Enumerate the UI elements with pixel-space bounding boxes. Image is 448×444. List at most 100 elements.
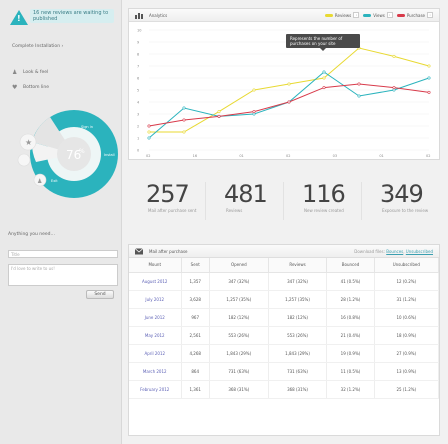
- alert-text: 16 new reviews are waiting to published: [30, 9, 114, 23]
- bounces-link[interactable]: Bounces: [386, 249, 404, 254]
- data-point[interactable]: [147, 130, 151, 134]
- data-point[interactable]: [392, 86, 396, 90]
- analytics-panel: Analytics Reviews i Views i Purchase i 0…: [128, 8, 440, 160]
- table-header-row: Mount Sent Opened Reviews Bounced Unsubscribe…: [129, 258, 440, 273]
- reviews-toggle-box[interactable]: i: [353, 12, 360, 18]
- table-header: Mail after purchase Download files: Boun…: [129, 245, 439, 258]
- table-body: August 2012 1,357 347 (32%) 347 (32%) 41 (0.…: [129, 272, 440, 399]
- data-point[interactable]: [147, 124, 151, 128]
- legend-item-views[interactable]: Views i: [363, 12, 393, 18]
- data-point[interactable]: [252, 110, 256, 114]
- table-cell: 182 (12%): [209, 308, 269, 327]
- data-point[interactable]: [252, 112, 256, 116]
- send-button[interactable]: Send: [86, 290, 114, 299]
- table-row[interactable]: February 2012 1,361 368 (31%) 368 (31%) 32 (…: [129, 380, 440, 399]
- table-row[interactable]: July 2012 3,628 1,257 (35%) 1,257 (35%) 28 (…: [129, 290, 440, 309]
- data-point[interactable]: [357, 94, 361, 98]
- table-cell: 2,561: [181, 326, 210, 345]
- data-point[interactable]: [427, 90, 431, 94]
- month-cell[interactable]: March 2012: [129, 362, 182, 381]
- purchase-toggle-box[interactable]: i: [427, 12, 433, 18]
- table-cell: 347 (32%): [209, 272, 269, 291]
- data-point[interactable]: [217, 110, 221, 114]
- unsubscribed-link[interactable]: Unsubscribed: [405, 249, 433, 254]
- x-tick-label: 01: [379, 154, 383, 158]
- month-cell[interactable]: June 2012: [129, 308, 182, 327]
- column-header[interactable]: Reviews: [268, 258, 328, 273]
- table-cell: 1,357: [181, 272, 210, 291]
- table-cell: 27 (0.9%): [374, 344, 440, 363]
- views-toggle-box[interactable]: i: [386, 12, 393, 18]
- data-point[interactable]: [147, 136, 151, 140]
- stat-label: New review created: [304, 208, 344, 213]
- month-cell[interactable]: May 2012: [129, 326, 182, 345]
- series-line-purchase[interactable]: [148, 83, 430, 127]
- x-tick-label: 01: [239, 154, 243, 158]
- table-cell: 1,843 (29%): [268, 344, 328, 363]
- table-cell: 31 (1.2%): [374, 290, 440, 309]
- donut-value: 76: [66, 148, 81, 162]
- month-cell[interactable]: February 2012: [129, 380, 182, 399]
- data-point[interactable]: [182, 118, 186, 122]
- data-point[interactable]: [217, 114, 221, 118]
- column-header[interactable]: Sent: [181, 258, 210, 273]
- data-point[interactable]: [427, 76, 431, 80]
- stat-label: Mail after purchase sent: [148, 208, 197, 213]
- column-header[interactable]: Bounced: [326, 258, 375, 273]
- data-point[interactable]: [322, 86, 326, 90]
- anything-label: Anything you need…: [8, 232, 56, 237]
- data-point[interactable]: [182, 130, 186, 134]
- mail-icon: [135, 248, 143, 255]
- data-point[interactable]: [287, 100, 291, 104]
- table-cell: 368 (31%): [268, 380, 328, 399]
- table-row[interactable]: June 2012 967 182 (12%) 182 (12%) 16 (0.8%) 1…: [129, 308, 440, 327]
- analytics-header: Analytics Reviews i Views i Purchase i: [129, 9, 439, 22]
- y-tick-label: 2: [137, 125, 139, 129]
- month-cell[interactable]: August 2012: [129, 272, 182, 291]
- table-cell: 731 (63%): [268, 362, 328, 381]
- table-cell: 1,843 (29%): [209, 344, 269, 363]
- progress-donut[interactable]: 76 % ★ ♟ Sign in Install Exit: [4, 104, 120, 198]
- legend-item-purchase[interactable]: Purchase i: [396, 12, 433, 18]
- stat-mail-sent: 257 Mail after purchase sent: [128, 178, 206, 224]
- table-cell: 32 (1.2%): [326, 380, 375, 399]
- data-point[interactable]: [322, 70, 326, 74]
- svg-text:★: ★: [25, 138, 32, 147]
- table-cell: 12 (0.2%): [374, 272, 440, 291]
- table-row[interactable]: March 2012 864 731 (63%) 731 (63%) 11 (0.5%)…: [129, 362, 440, 381]
- data-point[interactable]: [357, 82, 361, 86]
- complete-installation-link[interactable]: Complete Installation ›: [12, 44, 64, 49]
- column-header[interactable]: Unsubscribed: [374, 258, 440, 273]
- data-point[interactable]: [182, 106, 186, 110]
- message-input[interactable]: I'd love to write to us!: [8, 264, 118, 286]
- warning-icon: !: [10, 10, 28, 25]
- analytics-title: Analytics: [149, 13, 168, 18]
- table-row[interactable]: April 2012 4,268 1,843 (29%) 1,843 (29%) 19 …: [129, 344, 440, 363]
- column-header[interactable]: Opened: [209, 258, 269, 273]
- month-cell[interactable]: April 2012: [129, 344, 182, 363]
- month-cell[interactable]: July 2012: [129, 290, 182, 309]
- data-point[interactable]: [252, 88, 256, 92]
- info-icon[interactable]: [17, 153, 31, 167]
- data-point[interactable]: [392, 88, 396, 92]
- legend-item-reviews[interactable]: Reviews i: [324, 12, 360, 18]
- bottom-line-link[interactable]: ♥ Bottom line: [12, 84, 50, 91]
- title-input[interactable]: Title: [8, 250, 118, 258]
- table-row[interactable]: August 2012 1,357 347 (32%) 347 (32%) 41 (0.…: [129, 272, 440, 291]
- mail-after-purchase-panel: Mail after purchase Download files: Boun…: [128, 244, 440, 436]
- data-point[interactable]: [392, 54, 396, 58]
- table-cell: 19 (0.9%): [326, 344, 375, 363]
- table-cell: 1,257 (35%): [268, 290, 328, 309]
- stat-new-review: 116 New review created: [284, 178, 362, 224]
- star-icon[interactable]: [19, 133, 37, 151]
- look-feel-link[interactable]: ♟ Look & feel: [12, 69, 49, 76]
- data-point[interactable]: [322, 76, 326, 80]
- column-header[interactable]: Mount: [129, 258, 182, 273]
- reviews-alert[interactable]: ! 16 new reviews are waiting to publishe…: [8, 8, 116, 28]
- table-row[interactable]: May 2012 2,561 553 (26%) 553 (26%) 21 (0.4%)…: [129, 326, 440, 345]
- user-icon[interactable]: [33, 173, 47, 187]
- data-point[interactable]: [427, 64, 431, 68]
- data-point[interactable]: [287, 82, 291, 86]
- table-cell: 18 (0.9%): [374, 326, 440, 345]
